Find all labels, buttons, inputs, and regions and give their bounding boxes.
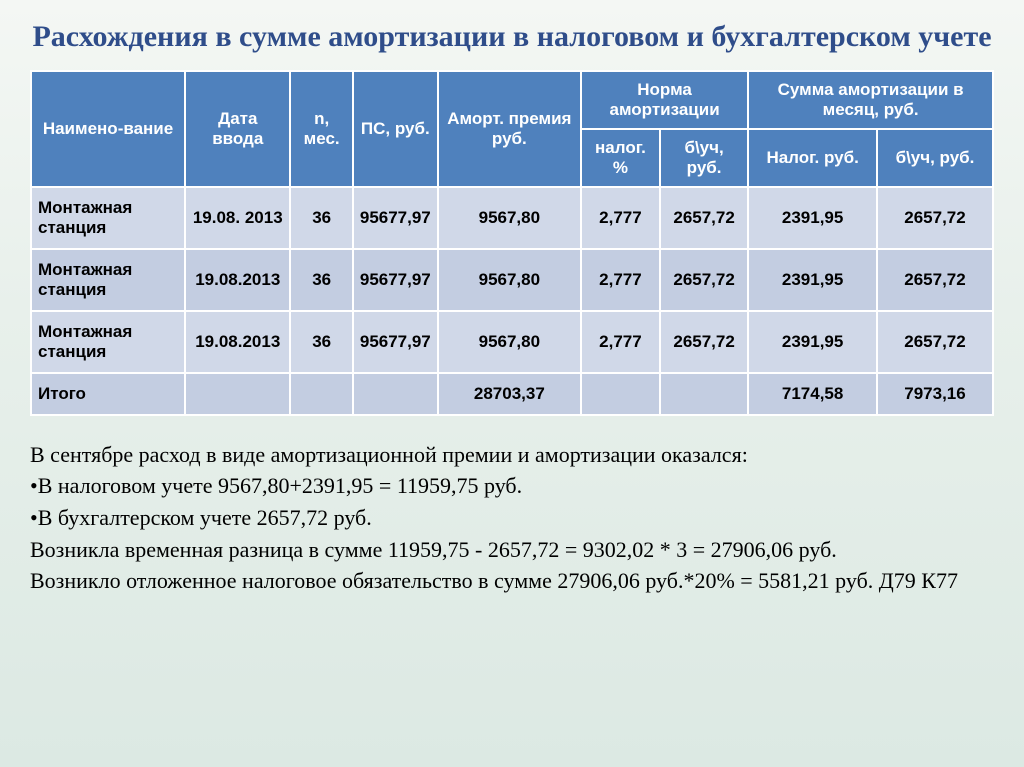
col-month-group: Сумма амортизации в месяц, руб.: [748, 71, 993, 129]
col-norm-tax: налог. %: [581, 129, 660, 187]
col-norm-acc: б\уч, руб.: [660, 129, 748, 187]
expl-line: Возникло отложенное налоговое обязательс…: [30, 566, 994, 596]
cell-date: 19.08.2013: [185, 249, 290, 311]
cell-total-name: Итого: [31, 373, 185, 415]
table-row-total: Итого 28703,37 7174,58 7973,16: [31, 373, 993, 415]
cell-name: Монтажная станция: [31, 249, 185, 311]
cell-ps: 95677,97: [353, 187, 438, 249]
cell-norm-acc: 2657,72: [660, 187, 748, 249]
cell-ps: 95677,97: [353, 249, 438, 311]
cell-name: Монтажная станция: [31, 187, 185, 249]
col-ps: ПС, руб.: [353, 71, 438, 187]
col-n: n, мес.: [290, 71, 352, 187]
cell-norm-acc: 2657,72: [660, 249, 748, 311]
cell-month-acc: 2657,72: [877, 187, 993, 249]
col-month-acc: б\уч, руб.: [877, 129, 993, 187]
cell-premium: 9567,80: [438, 311, 581, 373]
cell-ps: 95677,97: [353, 311, 438, 373]
expl-line: •В бухгалтерском учете 2657,72 руб.: [30, 503, 994, 533]
cell-date: 19.08. 2013: [185, 187, 290, 249]
cell-premium: 9567,80: [438, 187, 581, 249]
expl-line: •В налоговом учете 9567,80+2391,95 = 119…: [30, 471, 994, 501]
col-norm-group: Норма амортизации: [581, 71, 748, 129]
cell-n: 36: [290, 249, 352, 311]
cell-premium: 9567,80: [438, 249, 581, 311]
cell-empty: [185, 373, 290, 415]
expl-line: В сентябре расход в виде амортизационной…: [30, 440, 994, 470]
table-row: Монтажная станция 19.08. 2013 36 95677,9…: [31, 187, 993, 249]
expl-line: Возникла временная разница в сумме 11959…: [30, 535, 994, 565]
cell-date: 19.08.2013: [185, 311, 290, 373]
cell-norm-tax: 2,777: [581, 249, 660, 311]
cell-month-acc: 2657,72: [877, 311, 993, 373]
cell-n: 36: [290, 187, 352, 249]
table-row: Монтажная станция 19.08.2013 36 95677,97…: [31, 311, 993, 373]
col-month-tax: Налог. руб.: [748, 129, 877, 187]
explanation-block: В сентябре расход в виде амортизационной…: [30, 440, 994, 596]
cell-total-month-acc: 7973,16: [877, 373, 993, 415]
cell-month-tax: 2391,95: [748, 249, 877, 311]
cell-empty: [290, 373, 352, 415]
cell-norm-tax: 2,777: [581, 187, 660, 249]
cell-n: 36: [290, 311, 352, 373]
cell-total-month-tax: 7174,58: [748, 373, 877, 415]
col-premium: Аморт. премия руб.: [438, 71, 581, 187]
cell-norm-tax: 2,777: [581, 311, 660, 373]
table-row: Монтажная станция 19.08.2013 36 95677,97…: [31, 249, 993, 311]
cell-total-premium: 28703,37: [438, 373, 581, 415]
cell-empty: [353, 373, 438, 415]
cell-month-tax: 2391,95: [748, 187, 877, 249]
page-title: Расхождения в сумме амортизации в налого…: [30, 18, 994, 56]
cell-empty: [581, 373, 660, 415]
cell-name: Монтажная станция: [31, 311, 185, 373]
col-name: Наимено-вание: [31, 71, 185, 187]
cell-empty: [660, 373, 748, 415]
amortization-table: Наимено-вание Дата ввода n, мес. ПС, руб…: [30, 70, 994, 416]
cell-norm-acc: 2657,72: [660, 311, 748, 373]
cell-month-acc: 2657,72: [877, 249, 993, 311]
col-date: Дата ввода: [185, 71, 290, 187]
cell-month-tax: 2391,95: [748, 311, 877, 373]
